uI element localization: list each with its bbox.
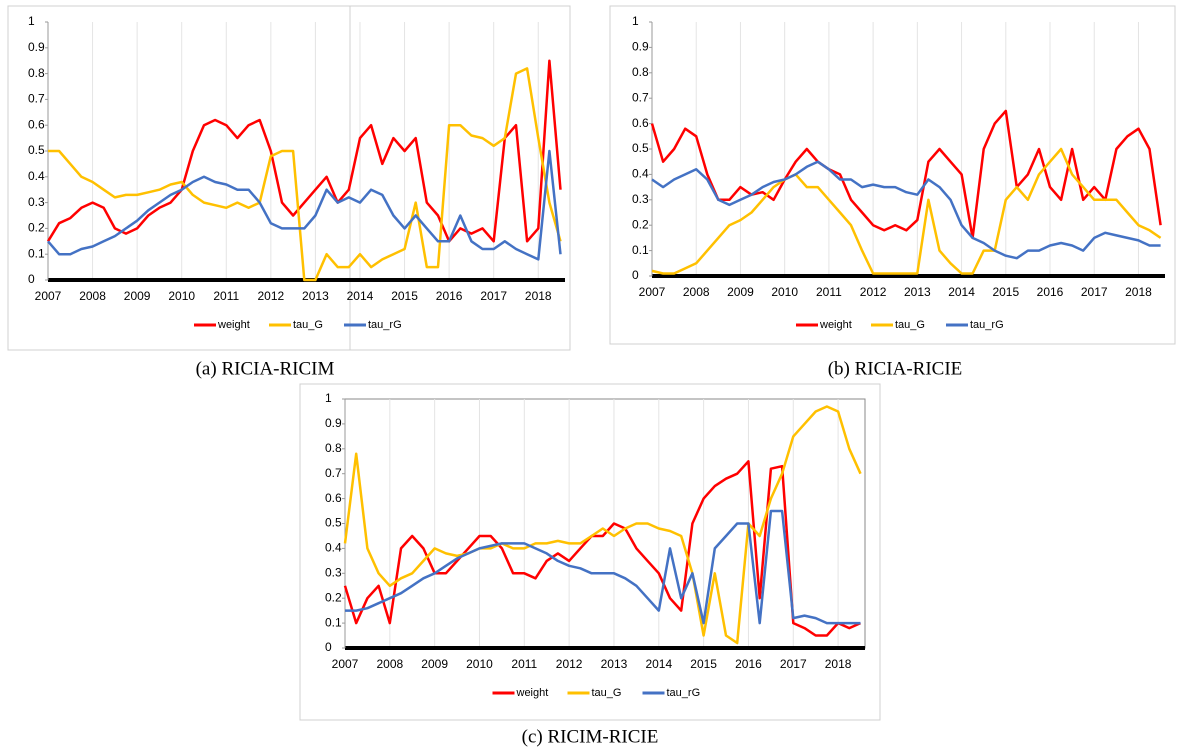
legend-label: tau_rG <box>667 687 701 699</box>
y-tick-label: 0 <box>325 640 332 654</box>
x-tick-label: 2010 <box>168 289 195 303</box>
legend-label: tau_G <box>895 319 925 331</box>
y-tick-label: 0 <box>28 272 35 286</box>
y-tick-label: 0.8 <box>325 441 342 455</box>
panel-frame <box>609 5 1176 345</box>
x-tick-label: 2011 <box>213 289 239 303</box>
x-tick-label: 2009 <box>727 285 754 299</box>
x-tick-label: 2018 <box>1125 285 1152 299</box>
y-tick-label: 0.2 <box>28 221 45 235</box>
y-tick-label: 0.4 <box>632 167 649 181</box>
y-tick-label: 0.7 <box>325 466 342 480</box>
legend-label: weight <box>516 687 549 699</box>
series-line <box>650 109 1162 240</box>
x-tick-label: 2015 <box>992 285 1019 299</box>
y-tick-label: 0.3 <box>28 195 45 209</box>
x-tick-label: 2016 <box>436 289 463 303</box>
x-tick-label: 2018 <box>825 657 852 671</box>
x-tick-label: 2015 <box>690 657 717 671</box>
y-tick-label: 1 <box>28 14 35 28</box>
x-tick-label: 2014 <box>645 657 672 671</box>
y-tick-label: 0.1 <box>325 615 342 629</box>
legend-label: tau_rG <box>970 319 1004 331</box>
series-line <box>48 67 562 282</box>
y-tick-label: 0.3 <box>632 192 649 206</box>
y-tick-label: 0.1 <box>632 243 649 257</box>
x-tick-label: 2008 <box>683 285 710 299</box>
x-tick-label: 2012 <box>556 657 583 671</box>
y-tick-label: 0.6 <box>325 491 342 505</box>
series-line <box>651 160 1161 260</box>
y-tick-label: 0.7 <box>632 90 649 104</box>
series-line <box>47 149 562 261</box>
y-tick-label: 0.6 <box>28 117 45 131</box>
x-tick-label: 2017 <box>1081 285 1108 299</box>
x-tick-label: 2016 <box>735 657 762 671</box>
y-tick-label: 0.3 <box>325 565 342 579</box>
y-tick-label: 0 <box>632 268 639 282</box>
caption: (c) RICIM-RICIE <box>522 726 659 747</box>
y-tick-label: 0.8 <box>28 66 45 80</box>
series-line <box>345 509 861 625</box>
x-tick-label: 2017 <box>480 289 507 303</box>
legend-label: tau_rG <box>368 319 402 331</box>
x-tick-label: 2011 <box>511 657 537 671</box>
panel-frame <box>349 5 571 351</box>
y-tick-label: 0.9 <box>28 40 45 54</box>
series-line <box>343 460 862 637</box>
x-tick-label: 2010 <box>466 657 493 671</box>
legend-label: weight <box>819 319 852 331</box>
x-tick-label: 2014 <box>948 285 975 299</box>
y-tick-label: 0.9 <box>632 40 649 54</box>
y-tick-label: 0.5 <box>325 516 342 530</box>
y-tick-label: 0.2 <box>632 217 649 231</box>
x-tick-label: 2007 <box>35 289 62 303</box>
y-tick-label: 0.4 <box>325 541 342 555</box>
y-tick-label: 0.5 <box>28 143 45 157</box>
caption: (b) RICIA-RICIE <box>828 358 963 379</box>
y-tick-label: 1 <box>325 391 332 405</box>
series-line <box>651 147 1162 275</box>
y-tick-label: 0.1 <box>28 246 45 260</box>
x-tick-label: 2012 <box>860 285 887 299</box>
series-line <box>343 405 862 645</box>
x-tick-label: 2013 <box>601 657 628 671</box>
y-tick-label: 0.5 <box>632 141 649 155</box>
x-tick-label: 2010 <box>771 285 798 299</box>
panel-frame <box>299 383 881 721</box>
x-tick-label: 2017 <box>780 657 807 671</box>
y-tick-label: 0.4 <box>28 169 45 183</box>
x-tick-label: 2008 <box>79 289 106 303</box>
caption: (a) RICIA-RICIM <box>196 358 335 379</box>
legend-label: weight <box>217 319 250 331</box>
x-tick-label: 2009 <box>124 289 151 303</box>
x-tick-label: 2015 <box>391 289 418 303</box>
y-tick-label: 0.8 <box>632 65 649 79</box>
legend-label: tau_G <box>293 319 323 331</box>
legend-label: tau_G <box>592 687 622 699</box>
series-line <box>46 59 562 243</box>
x-tick-label: 2016 <box>1037 285 1064 299</box>
y-tick-label: 0.2 <box>325 590 342 604</box>
y-tick-label: 0.6 <box>632 116 649 130</box>
y-tick-label: 0.7 <box>28 92 45 106</box>
x-tick-label: 2009 <box>421 657 448 671</box>
x-tick-label: 2007 <box>332 657 359 671</box>
y-tick-label: 0.9 <box>325 416 342 430</box>
x-tick-label: 2008 <box>376 657 403 671</box>
x-tick-label: 2014 <box>347 289 374 303</box>
x-tick-label: 2012 <box>257 289 284 303</box>
x-tick-label: 2018 <box>525 289 552 303</box>
y-tick-label: 1 <box>632 14 639 28</box>
x-tick-label: 2013 <box>302 289 329 303</box>
x-tick-label: 2011 <box>816 285 842 299</box>
x-tick-label: 2007 <box>639 285 666 299</box>
x-tick-label: 2013 <box>904 285 931 299</box>
